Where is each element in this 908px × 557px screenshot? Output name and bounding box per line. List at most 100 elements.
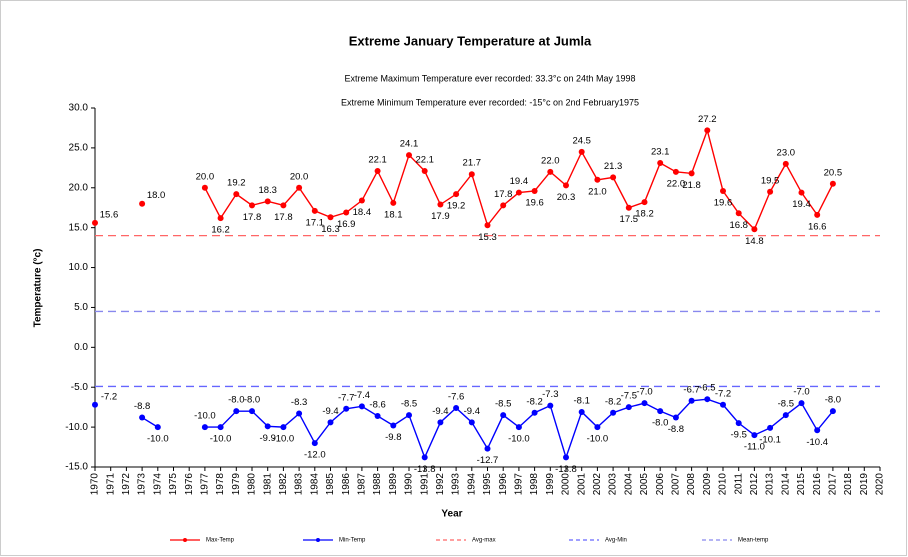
data-label: 17.8 [243,212,262,223]
x-tick-label: 1987 [357,473,368,496]
x-tick-label: 2007 [671,473,682,496]
x-tick-label: 1972 [121,473,132,496]
data-label: -7.6 [448,391,464,402]
point [704,127,711,134]
y-axis-title: Temperature (°c) [33,249,44,328]
point [547,168,554,175]
point [500,202,507,209]
y-tick-label: -15.0 [65,462,88,473]
data-label: 18.2 [635,209,654,220]
x-tick-label: 2001 [576,473,587,496]
point [217,424,224,431]
point [249,408,255,415]
data-label: -8.2 [605,396,621,407]
data-label: -10.0 [194,411,216,422]
data-label: -8.8 [134,401,150,412]
point [280,202,287,209]
x-tick-label: 2009 [702,473,713,496]
point [201,424,208,431]
point [280,424,287,431]
x-tick-label: 1998 [529,473,540,496]
x-tick-label: 1980 [247,473,258,496]
data-label: 19.2 [447,201,466,212]
point [798,400,805,407]
data-label: 21.8 [682,180,701,191]
data-label: 22.1 [415,155,434,166]
data-label: 20.3 [557,192,576,203]
point [343,209,350,216]
x-tick-label: 2018 [843,473,854,496]
legend-label: Mean-temp [738,538,769,544]
data-label: 20.0 [196,171,215,182]
data-label: 22.0 [667,178,686,189]
point [563,182,569,189]
x-axis-title: Year [441,509,462,520]
data-label: 22.0 [541,155,560,166]
data-label: 17.1 [306,217,325,228]
data-label: -7.2 [101,391,117,402]
point [264,198,271,205]
point [139,200,146,207]
x-tick-label: 1993 [451,473,462,496]
point [390,422,397,429]
point [468,419,475,426]
x-tick-label: 2010 [718,473,729,496]
data-label: 18.0 [147,190,166,201]
data-label: 15.3 [478,232,497,243]
data-label: -8.0 [228,395,244,406]
data-label: 22.1 [368,155,387,166]
y-tick-label: 0.0 [74,342,88,353]
x-tick-label: 1971 [105,473,116,496]
point [374,168,381,175]
point [767,424,774,431]
point [688,397,695,404]
x-tick-label: 1975 [168,473,179,496]
data-label: -7.3 [542,389,558,400]
point [296,184,303,191]
point [672,168,679,175]
legend-label: Avg-max [472,538,496,544]
data-label: 17.8 [494,189,513,200]
point [217,215,224,222]
x-tick-label: 2013 [765,473,776,496]
point [735,210,742,217]
data-label: -7.0 [636,387,652,398]
x-tick-label: 2019 [859,473,870,496]
point [641,199,648,206]
point [421,454,428,461]
point [92,401,98,408]
data-label: 20.5 [824,167,843,178]
point [782,160,789,167]
data-label: -9.4 [322,406,338,417]
data-label: -9.5 [731,430,747,441]
data-label: -6.5 [699,383,715,394]
data-label: -11.0 [744,442,765,453]
data-label: 16.2 [211,225,230,236]
data-label: -9.8 [385,432,401,443]
data-label: 21.3 [604,161,623,172]
x-tick-label: 1992 [435,473,446,496]
data-label: 24.5 [572,135,591,146]
data-label: 23.0 [777,147,796,158]
data-label: -12.0 [304,450,326,461]
x-tick-label: 1984 [309,473,320,496]
data-label: -9.4 [464,406,480,417]
point [782,412,789,419]
x-tick-label: 1988 [372,473,383,496]
point [437,201,444,208]
data-label: -6.7 [683,384,699,395]
x-tick-label: 1995 [482,473,493,496]
point [311,207,318,214]
point [625,404,632,411]
y-tick-label: 5.0 [74,302,88,313]
point [814,427,821,434]
legend-label: Max-Temp [206,538,235,544]
data-label: 19.4 [510,176,529,187]
point [672,414,679,421]
x-tick-label: 2012 [749,473,760,496]
data-label: 14.8 [745,236,764,247]
point [406,152,412,159]
data-label: -8.0 [825,395,841,406]
point [484,222,491,229]
